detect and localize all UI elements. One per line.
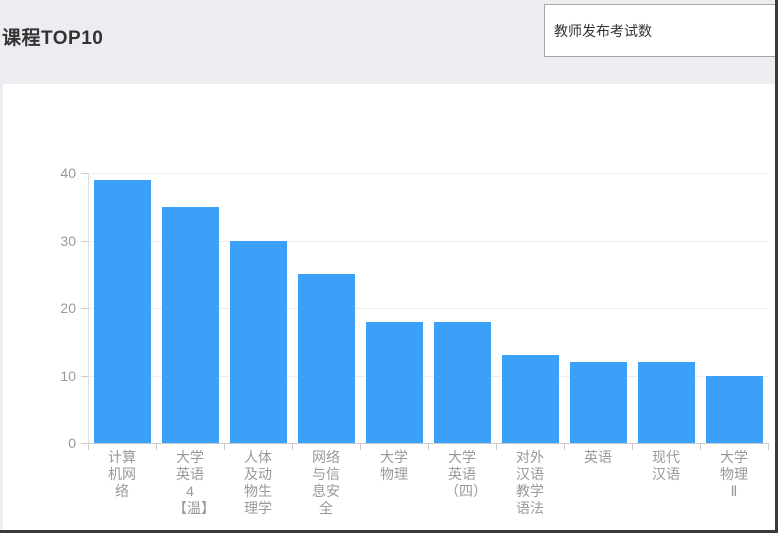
bar — [501, 355, 559, 443]
metric-select-value: 教师发布考试数 — [554, 22, 652, 39]
bar — [297, 274, 355, 443]
y-axis-tick-label: 0 — [68, 435, 76, 451]
bar — [161, 206, 219, 443]
gridline — [88, 308, 768, 309]
x-axis-category-label: 现代汉语 — [652, 449, 680, 482]
x-axis-category-label: 人体及动物生理学 — [244, 449, 272, 516]
bar — [365, 321, 423, 443]
panel-title: 课程TOP10 — [2, 28, 104, 49]
x-axis-category-label: 对外汉语教学语法 — [516, 449, 544, 516]
gridline — [88, 375, 768, 377]
y-axis-tick-label: 20 — [60, 300, 76, 316]
y-axis-tick-label: 30 — [60, 232, 76, 249]
x-axis-tick — [224, 444, 225, 450]
x-axis-tick — [564, 444, 565, 450]
y-axis-tick — [81, 443, 88, 444]
y-axis-tick — [81, 308, 88, 309]
x-axis-category-label: 计算机网络 — [108, 449, 136, 499]
x-axis-tick — [700, 444, 701, 450]
x-axis-category-label: 大学物理 — [380, 449, 408, 482]
x-axis-tick — [88, 444, 89, 450]
bar — [93, 179, 151, 443]
y-axis-line — [88, 173, 89, 443]
metric-select-dropdown[interactable]: 教师发布考试数 — [544, 4, 775, 57]
x-axis-tick — [292, 444, 293, 450]
bar — [705, 375, 763, 443]
x-axis-tick — [156, 444, 157, 450]
gridline — [88, 173, 768, 174]
y-axis-tick — [81, 240, 88, 242]
panel-header: 课程TOP10 教师发布考试数 — [0, 0, 775, 84]
y-axis-tick-label: 40 — [60, 165, 76, 181]
x-axis-category-label: 大学英语（四） — [445, 449, 487, 499]
x-axis-tick — [496, 444, 497, 450]
y-axis-tick-label: 10 — [60, 367, 76, 384]
x-axis-category-label: 大学英语4【温】 — [173, 449, 215, 516]
x-axis-category-label: 英语 — [584, 449, 612, 465]
x-axis-category-label: 网络与信息安全 — [312, 449, 340, 516]
bar — [433, 321, 491, 443]
x-axis-tick — [768, 444, 769, 450]
bar — [637, 362, 695, 443]
bar — [229, 240, 287, 443]
x-axis-line — [88, 443, 769, 444]
y-axis-tick — [81, 173, 88, 174]
x-axis-tick — [632, 444, 633, 450]
x-axis-tick — [428, 444, 429, 450]
bar — [569, 362, 627, 443]
y-axis-tick — [81, 375, 88, 377]
gridline — [88, 240, 768, 242]
x-axis-tick — [360, 444, 361, 450]
x-axis-category-label: 大学物理Ⅱ — [720, 449, 748, 499]
